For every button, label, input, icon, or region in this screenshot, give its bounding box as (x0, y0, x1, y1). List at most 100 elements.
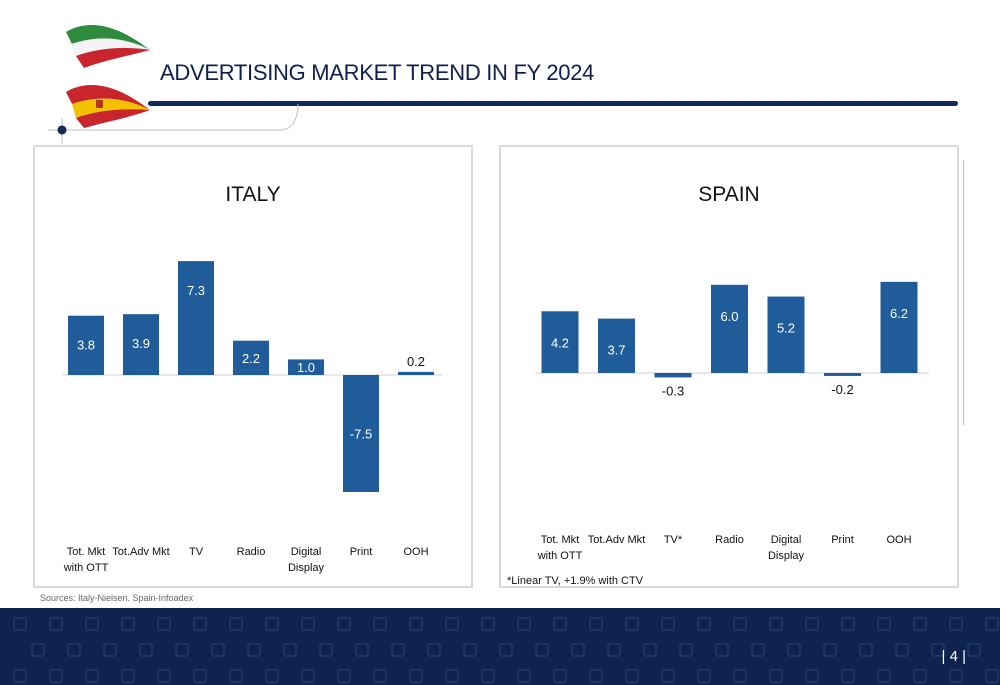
footer-square (355, 643, 369, 657)
footer-square (373, 617, 387, 631)
bar (288, 359, 324, 375)
footer-square (931, 643, 945, 657)
category-label: Tot. Mkt with OTT (63, 546, 109, 574)
category-label: Digital Display (768, 534, 805, 562)
category-label: OOH (403, 546, 428, 558)
bar (68, 315, 104, 375)
footer-square (49, 617, 63, 631)
footer-square (661, 617, 675, 631)
footer-square (175, 643, 189, 657)
footer-square (445, 617, 459, 631)
footer-square (13, 617, 27, 631)
footer-square (589, 617, 603, 631)
footer-square (301, 669, 315, 683)
bar (598, 318, 635, 373)
footer-square (139, 643, 153, 657)
footer-square (229, 617, 243, 631)
footer-square (337, 669, 351, 683)
footer-square (877, 669, 891, 683)
footer-square (895, 643, 909, 657)
bar (824, 373, 861, 376)
footer-square (715, 643, 729, 657)
footer-square (571, 643, 585, 657)
category-label: Tot.Adv Mkt (112, 546, 169, 558)
footer-square (229, 669, 243, 683)
footer-square (985, 617, 999, 631)
footer-square (445, 669, 459, 683)
value-label: 0.2 (407, 354, 425, 369)
value-label: 3.7 (607, 343, 625, 358)
footer-square (481, 617, 495, 631)
footer-square (211, 643, 225, 657)
footer-square (247, 643, 261, 657)
footer-square (481, 669, 495, 683)
footer-square (769, 617, 783, 631)
bar (343, 375, 379, 492)
footer-square (751, 643, 765, 657)
bar (398, 371, 434, 375)
italy-chart-title: ITALY (225, 183, 281, 206)
bar (233, 340, 269, 375)
footer-square (733, 617, 747, 631)
page-title: ADVERTISING MARKET TREND IN FY 2024 (160, 60, 595, 85)
footer-square (373, 669, 387, 683)
footer-square (769, 669, 783, 683)
footer-square (517, 617, 531, 631)
footer-square (463, 643, 477, 657)
footer-square (949, 617, 963, 631)
footer-square (121, 669, 135, 683)
category-label: Radio (237, 546, 266, 558)
decorative-curve (48, 103, 299, 144)
footer-square (193, 669, 207, 683)
value-label: -0.2 (831, 382, 853, 397)
spain-flag-icon (66, 85, 150, 128)
footer-square (733, 669, 747, 683)
footer-square (553, 617, 567, 631)
footer-square (625, 669, 639, 683)
value-label: -0.3 (662, 383, 684, 398)
footer-square (103, 643, 117, 657)
spain-chart: 4.2 Tot. Mkt with OTT 3.7 Tot.Adv Mkt -0.3 TV*… (535, 281, 929, 562)
footer-square (535, 643, 549, 657)
value-label: 7.3 (187, 283, 205, 298)
footer-square (841, 669, 855, 683)
footer-square (49, 669, 63, 683)
footer-square (985, 669, 999, 683)
footer-square (337, 617, 351, 631)
footer-square (553, 669, 567, 683)
category-label: Print (350, 546, 373, 558)
footer-square (625, 617, 639, 631)
sources-note: Sources: Italy-Nielsen. Spain-Infoadex (40, 593, 194, 603)
footer-square (409, 617, 423, 631)
bar (711, 284, 748, 373)
footer-square (67, 643, 81, 657)
footer-square (499, 643, 513, 657)
category-label: Radio (715, 534, 744, 546)
footer-square (427, 643, 441, 657)
value-label: 6.0 (720, 309, 738, 324)
value-label: 1.0 (297, 360, 315, 375)
footer-square (157, 617, 171, 631)
bar (541, 311, 579, 373)
category-label: TV (189, 546, 204, 558)
footer-square (697, 669, 711, 683)
footer-square (643, 643, 657, 657)
footer-square (85, 669, 99, 683)
footer-square (265, 617, 279, 631)
footer-square (157, 669, 171, 683)
footer-square (805, 669, 819, 683)
footer-band: | 4 | (0, 608, 1000, 685)
footer-square (913, 617, 927, 631)
bar (123, 314, 159, 375)
footer-square (823, 643, 837, 657)
footer-square (121, 617, 135, 631)
page-number: | 4 | (941, 648, 966, 665)
footer-square (409, 669, 423, 683)
footer-square (265, 669, 279, 683)
footer-square (85, 617, 99, 631)
footer-square (913, 669, 927, 683)
footer-square (967, 643, 981, 657)
footer-square (607, 643, 621, 657)
spain-footnote: *Linear TV, +1.9% with CTV (507, 575, 644, 587)
category-label: OOH (886, 534, 911, 546)
